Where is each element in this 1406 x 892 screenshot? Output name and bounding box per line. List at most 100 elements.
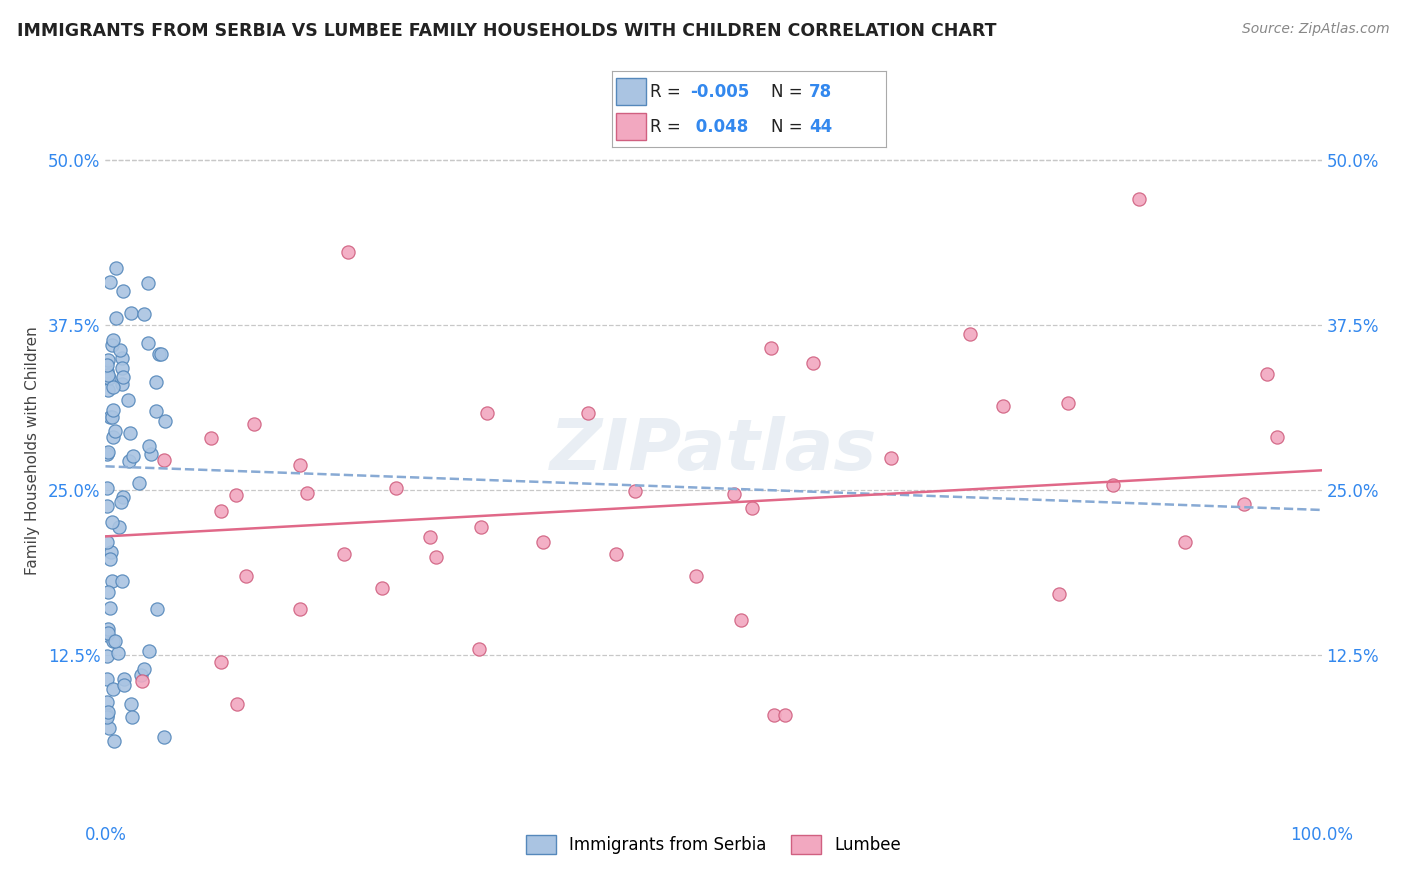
Point xyxy=(117,393,139,408)
Point xyxy=(138,644,160,658)
Point xyxy=(103,403,125,417)
Point xyxy=(136,277,159,291)
Text: R =: R = xyxy=(650,118,686,136)
Point xyxy=(1128,192,1150,206)
Text: Source: ZipAtlas.com: Source: ZipAtlas.com xyxy=(1241,22,1389,37)
Point xyxy=(118,453,141,467)
Point xyxy=(145,376,167,390)
Point xyxy=(200,431,222,445)
Point xyxy=(103,430,125,444)
Point xyxy=(96,358,118,372)
Point xyxy=(96,447,118,461)
Point xyxy=(1174,534,1197,549)
Point xyxy=(111,351,134,365)
Point xyxy=(97,625,120,640)
Point xyxy=(235,569,257,583)
Point xyxy=(96,500,118,514)
Point xyxy=(152,730,174,744)
Point xyxy=(108,343,131,357)
Point xyxy=(1057,396,1080,410)
Point xyxy=(1233,497,1256,511)
Point xyxy=(112,673,135,687)
Point xyxy=(111,490,134,504)
Text: 44: 44 xyxy=(808,118,832,136)
Point xyxy=(98,275,121,289)
Point xyxy=(337,245,360,260)
Point xyxy=(101,633,124,648)
Point xyxy=(98,409,121,424)
Point xyxy=(112,284,135,298)
Point xyxy=(100,516,122,530)
Point xyxy=(97,721,120,735)
Point xyxy=(209,503,232,517)
Point xyxy=(101,682,124,697)
Point xyxy=(468,641,491,656)
Point xyxy=(209,655,232,669)
Point xyxy=(225,697,247,711)
Point xyxy=(114,678,136,692)
Point xyxy=(134,307,156,321)
FancyBboxPatch shape xyxy=(616,113,645,140)
Point xyxy=(97,622,120,636)
Point xyxy=(121,449,143,463)
Point xyxy=(121,710,143,724)
Text: R =: R = xyxy=(650,83,686,101)
Point xyxy=(297,486,319,500)
Point xyxy=(959,327,981,342)
Point xyxy=(991,399,1014,413)
Point xyxy=(103,380,125,394)
Point xyxy=(104,260,127,275)
Point xyxy=(131,673,153,688)
Point xyxy=(120,425,142,440)
Point xyxy=(97,371,120,385)
Point xyxy=(97,384,120,398)
Point xyxy=(101,337,124,351)
Point xyxy=(97,368,120,382)
Point xyxy=(1256,367,1278,381)
Text: IMMIGRANTS FROM SERBIA VS LUMBEE FAMILY HOUSEHOLDS WITH CHILDREN CORRELATION CHA: IMMIGRANTS FROM SERBIA VS LUMBEE FAMILY … xyxy=(17,22,997,40)
Point xyxy=(723,486,745,500)
Point xyxy=(108,520,131,534)
Point xyxy=(475,406,498,420)
Point xyxy=(97,445,120,459)
Point xyxy=(97,585,120,599)
Point xyxy=(419,530,441,544)
Point xyxy=(624,483,647,498)
Text: N =: N = xyxy=(770,118,807,136)
Point xyxy=(134,662,156,676)
Point xyxy=(332,547,354,561)
Point xyxy=(150,347,173,361)
Text: 0.048: 0.048 xyxy=(690,118,748,136)
Point xyxy=(105,311,128,326)
Point xyxy=(138,336,160,351)
Point xyxy=(110,377,132,392)
Point xyxy=(152,453,174,467)
Point xyxy=(96,672,118,686)
Point xyxy=(371,582,394,596)
Point xyxy=(100,410,122,425)
Point xyxy=(425,549,447,564)
Point xyxy=(225,488,247,502)
Point xyxy=(111,369,134,384)
Text: 78: 78 xyxy=(808,83,832,101)
Point xyxy=(1265,430,1288,444)
Point xyxy=(100,544,122,558)
Point xyxy=(129,667,152,681)
Point xyxy=(101,574,124,588)
Point xyxy=(96,481,118,495)
Point xyxy=(96,649,118,664)
Point xyxy=(104,424,127,438)
Point xyxy=(576,406,599,420)
Point xyxy=(290,602,312,616)
Point xyxy=(759,341,782,355)
FancyBboxPatch shape xyxy=(616,78,645,105)
Point xyxy=(145,403,167,417)
Point xyxy=(139,447,162,461)
Point xyxy=(138,439,160,453)
Point xyxy=(741,501,763,516)
Point xyxy=(685,568,707,582)
Point xyxy=(96,628,118,642)
Point xyxy=(801,356,824,370)
Point xyxy=(148,347,170,361)
Point xyxy=(97,705,120,719)
